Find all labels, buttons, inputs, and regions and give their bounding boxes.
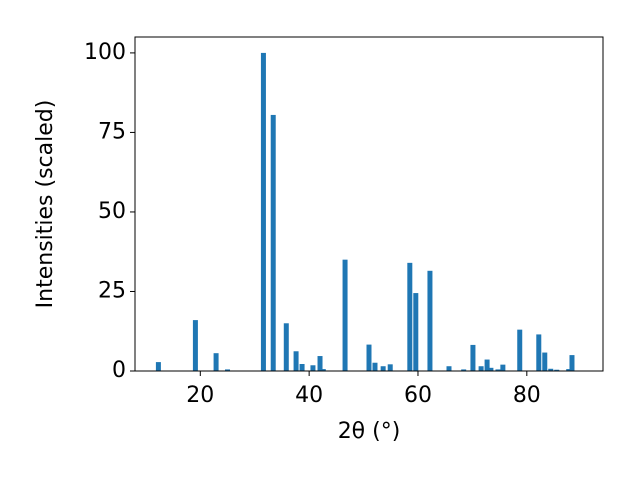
bar (478, 366, 484, 371)
x-tick-label: 60 (404, 383, 432, 408)
x-tick-label: 40 (295, 383, 323, 408)
y-tick-label: 100 (84, 40, 126, 65)
bar (495, 369, 501, 371)
bar (320, 369, 326, 371)
y-tick-label: 0 (112, 358, 126, 383)
bar (380, 366, 386, 371)
x-tick-label: 80 (513, 383, 541, 408)
bar (192, 320, 198, 371)
bar (260, 52, 266, 372)
bar (299, 364, 305, 371)
bar (548, 368, 554, 371)
bar (407, 262, 413, 371)
y-axis-label: Intensities (scaled) (33, 100, 58, 309)
bar (500, 364, 506, 371)
bar (366, 344, 372, 371)
y-tick-label: 25 (98, 278, 126, 303)
bar (488, 367, 494, 371)
x-axis-label: 2θ (°) (338, 419, 401, 444)
bar (283, 323, 289, 371)
y-tick-label: 50 (98, 199, 126, 224)
bar (213, 353, 219, 371)
bar (270, 114, 276, 371)
bar (536, 334, 542, 371)
bar (542, 352, 548, 371)
bar (569, 355, 575, 371)
bar (446, 366, 452, 371)
x-tick-label: 20 (186, 383, 214, 408)
bar (517, 329, 523, 371)
bar (470, 344, 476, 371)
bar (427, 270, 433, 371)
bar (372, 362, 378, 371)
bar (461, 369, 467, 371)
bar (554, 369, 560, 371)
bar (342, 259, 348, 371)
bar (387, 364, 393, 371)
bar (566, 369, 572, 371)
plot-frame (134, 36, 604, 372)
bar (484, 359, 490, 371)
y-tick-label: 75 (98, 119, 126, 144)
bar (317, 356, 323, 371)
bar (413, 293, 419, 371)
bar (293, 351, 299, 371)
bar (225, 369, 231, 371)
bar (310, 365, 316, 371)
bar (155, 362, 161, 371)
